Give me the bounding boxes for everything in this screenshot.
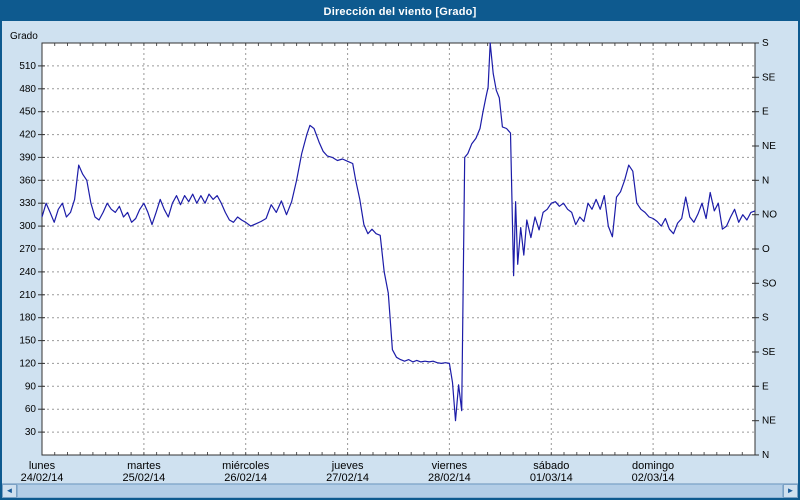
svg-text:30: 30 (25, 427, 37, 438)
scrollbar-thumb[interactable] (17, 484, 783, 498)
svg-text:SO: SO (762, 278, 777, 289)
svg-text:lunes: lunes (29, 460, 56, 472)
svg-text:SE: SE (762, 72, 776, 83)
svg-text:390: 390 (19, 152, 36, 163)
svg-text:120: 120 (19, 358, 36, 369)
svg-text:N: N (762, 450, 769, 461)
svg-text:NE: NE (762, 141, 776, 152)
svg-text:NE: NE (762, 416, 776, 427)
svg-text:150: 150 (19, 336, 36, 347)
right-axis-labels: S SE E NE N NO O SO S SE E NE N (752, 38, 777, 461)
svg-text:N: N (762, 175, 769, 186)
svg-text:02/03/14: 02/03/14 (632, 472, 675, 483)
horizontal-gridlines (42, 65, 755, 433)
svg-text:510: 510 (19, 61, 36, 72)
svg-text:SE: SE (762, 347, 776, 358)
wind-direction-line-chart: 30 60 90 120 150 180 210 240 270 300 330 360 390 420 4… (10, 31, 777, 483)
svg-text:01/03/14: 01/03/14 (530, 472, 573, 483)
svg-text:180: 180 (19, 313, 36, 324)
svg-text:domingo: domingo (632, 460, 674, 472)
svg-text:28/02/14: 28/02/14 (428, 472, 471, 483)
wind-direction-series (41, 42, 756, 422)
svg-text:210: 210 (19, 290, 36, 301)
svg-text:S: S (762, 38, 769, 49)
svg-text:450: 450 (19, 107, 36, 118)
svg-text:martes: martes (127, 460, 161, 472)
svg-text:25/02/14: 25/02/14 (122, 472, 165, 483)
vertical-gridlines (143, 43, 654, 455)
y-axis-title: Grado (10, 31, 38, 42)
svg-text:330: 330 (19, 198, 36, 209)
scrollbar-track[interactable] (17, 484, 783, 498)
svg-text:24/02/14: 24/02/14 (21, 472, 64, 483)
svg-text:60: 60 (25, 404, 37, 415)
svg-text:27/02/14: 27/02/14 (326, 472, 369, 483)
svg-text:viernes: viernes (432, 460, 468, 472)
svg-text:NO: NO (762, 210, 777, 221)
svg-text:E: E (762, 107, 769, 118)
svg-text:90: 90 (25, 381, 37, 392)
svg-text:360: 360 (19, 175, 36, 186)
right-arrow-icon: ► (786, 486, 795, 495)
svg-text:sábado: sábado (533, 460, 569, 472)
chart-area: 30 60 90 120 150 180 210 240 270 300 330 360 390 420 4… (2, 21, 798, 483)
svg-text:E: E (762, 381, 769, 392)
left-arrow-icon: ◄ (5, 486, 14, 495)
svg-text:480: 480 (19, 84, 36, 95)
svg-text:O: O (762, 244, 770, 255)
scroll-left-button[interactable]: ◄ (2, 484, 17, 498)
y-axis-labels: 30 60 90 120 150 180 210 240 270 300 330 360 390 420 4… (19, 61, 45, 438)
svg-text:240: 240 (19, 267, 36, 278)
horizontal-scrollbar[interactable]: ◄ ► (2, 483, 798, 498)
scroll-right-button[interactable]: ► (783, 484, 798, 498)
svg-text:26/02/14: 26/02/14 (224, 472, 267, 483)
svg-text:S: S (762, 313, 769, 324)
svg-text:300: 300 (19, 221, 36, 232)
chart-title: Dirección del viento [Grado] (2, 2, 798, 21)
svg-text:270: 270 (19, 244, 36, 255)
svg-text:420: 420 (19, 130, 36, 141)
svg-text:miércoles: miércoles (222, 460, 270, 472)
svg-text:jueves: jueves (331, 460, 364, 472)
